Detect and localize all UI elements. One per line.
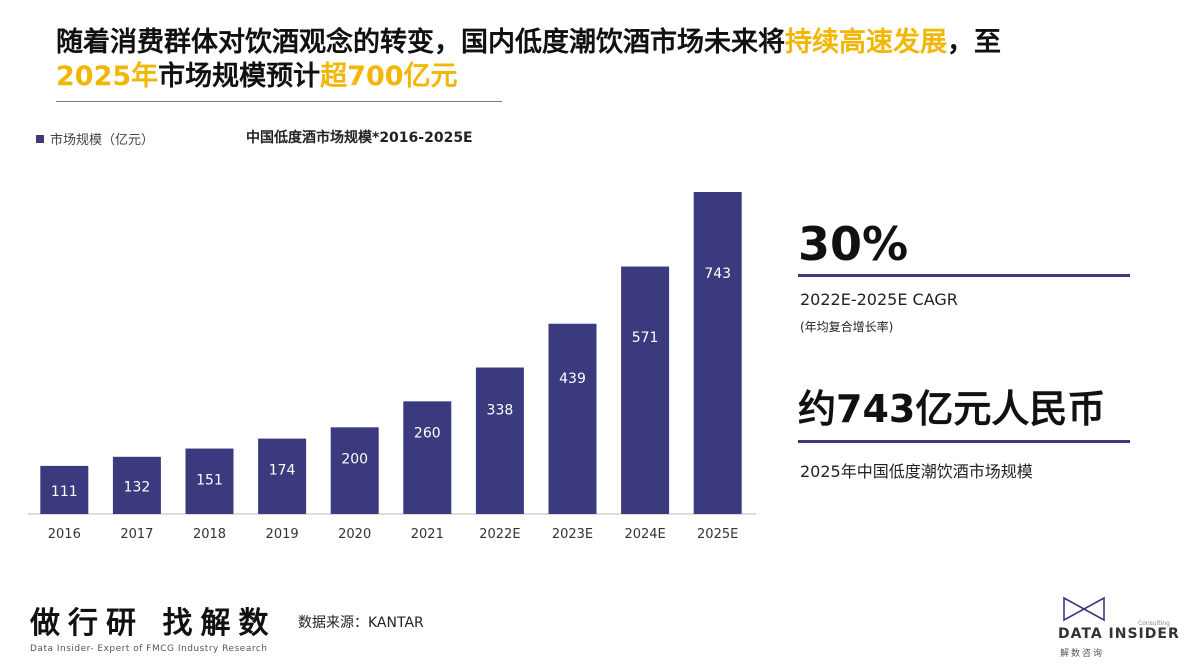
- bar-2021: [403, 401, 452, 514]
- market-size-label: 2025年中国低度潮饮酒市场规模: [800, 462, 1033, 481]
- data-insider-logo: Consulting DATA INSIDER 解数咨询: [1040, 592, 1180, 662]
- headline-part1: 随着消费群体对饮酒观念的转变，国内低度潮饮酒市场未来将: [56, 27, 785, 58]
- bar-2022E: [475, 367, 524, 514]
- market-size-value: 约743亿元人民币: [798, 387, 1106, 431]
- x-tick-label: 2024E: [624, 527, 665, 542]
- bar-2018: [185, 448, 234, 514]
- bar-value-label: 743: [704, 266, 731, 282]
- bar-2024E: [621, 266, 670, 514]
- logo-tagline: Consulting: [1138, 620, 1170, 627]
- bar-2017: [112, 456, 161, 514]
- cagr-value: 30%: [798, 217, 909, 271]
- bar-value-label: 200: [341, 451, 368, 467]
- legend-swatch: [36, 134, 44, 143]
- headline-highlight-1: 持续高速发展: [785, 27, 947, 58]
- logo-mark-icon: [1063, 596, 1105, 622]
- market-size-divider: [798, 440, 1130, 443]
- bar-value-label: 151: [196, 473, 223, 489]
- bar-value-label: 439: [559, 371, 586, 387]
- headline-highlight-2: 2025年: [56, 61, 159, 92]
- bar-2016: [40, 465, 89, 514]
- brand-slogan: 做行研 找解数: [30, 606, 277, 641]
- x-tick-label: 2019: [266, 527, 299, 542]
- data-source: 数据来源：KANTAR: [298, 615, 424, 631]
- x-tick-label: 2021: [411, 527, 444, 542]
- cagr-label: 2022E-2025E CAGR: [800, 290, 958, 309]
- x-tick-label: 2018: [193, 527, 226, 542]
- brand-tagline: Data Insider- Expert of FMCG Industry Re…: [30, 644, 268, 654]
- x-tick-label: 2022E: [479, 527, 520, 542]
- legend-label: 市场规模（亿元）: [50, 133, 155, 148]
- logo-cn-name: 解数咨询: [1060, 649, 1105, 659]
- headline-divider: [56, 101, 502, 102]
- bar-value-label: 132: [124, 479, 151, 495]
- bar-value-label: 338: [487, 403, 514, 419]
- headline-part2: ，至: [947, 27, 1001, 58]
- bar-value-label: 571: [632, 330, 659, 346]
- headline: 随着消费群体对饮酒观念的转变，国内低度潮饮酒市场未来将持续高速发展，至 2025…: [56, 26, 1136, 94]
- bar-2020: [330, 427, 379, 514]
- x-tick-label: 2017: [120, 527, 153, 542]
- x-tick-label: 2016: [48, 527, 81, 542]
- x-tick-label: 2023E: [552, 527, 593, 542]
- logo-name: DATA INSIDER: [1058, 626, 1180, 642]
- bar-value-label: 111: [51, 484, 78, 500]
- bar-2019: [258, 438, 307, 514]
- bar-value-label: 260: [414, 425, 441, 441]
- headline-part3: 市场规模预计: [158, 61, 321, 92]
- cagr-divider: [798, 274, 1130, 277]
- headline-highlight-3: 超700亿元: [320, 61, 458, 92]
- cagr-note: (年均复合增长率): [800, 320, 894, 334]
- chart-title: 中国低度酒市场规模*2016-2025E: [246, 130, 473, 146]
- bar-2025E: [693, 192, 742, 514]
- bar-2023E: [548, 323, 597, 514]
- x-tick-label: 2025E: [697, 527, 738, 542]
- chart-legend: 市场规模（亿元）: [36, 129, 154, 148]
- bar-value-label: 174: [269, 463, 296, 479]
- x-tick-label: 2020: [338, 527, 371, 542]
